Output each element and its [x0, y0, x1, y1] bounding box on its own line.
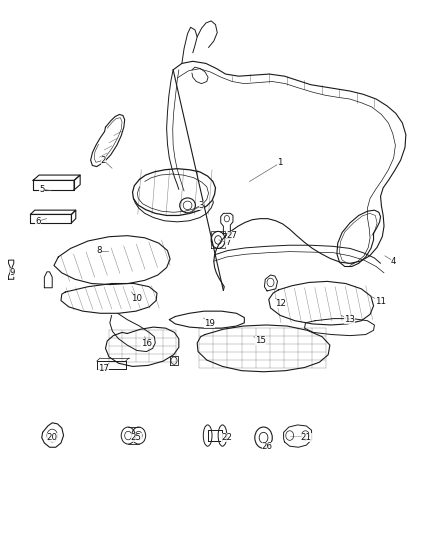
- Text: 8: 8: [96, 246, 102, 255]
- Text: 7: 7: [225, 238, 230, 247]
- Text: 4: 4: [391, 257, 396, 265]
- Text: 21: 21: [301, 433, 312, 442]
- Text: 3: 3: [199, 201, 204, 210]
- Text: 10: 10: [131, 294, 141, 303]
- Text: 12: 12: [275, 299, 286, 308]
- Text: 17: 17: [98, 364, 109, 373]
- Text: 26: 26: [261, 442, 272, 451]
- Text: 16: 16: [141, 339, 152, 348]
- Text: 27: 27: [226, 231, 237, 240]
- Text: 20: 20: [47, 433, 58, 442]
- Text: 6: 6: [35, 217, 41, 226]
- Text: 11: 11: [375, 296, 386, 305]
- Text: 9: 9: [10, 269, 15, 277]
- Text: 22: 22: [221, 433, 232, 442]
- Text: 5: 5: [39, 185, 45, 194]
- Text: 15: 15: [255, 336, 266, 345]
- Text: 19: 19: [204, 319, 215, 328]
- Text: 1: 1: [277, 158, 283, 167]
- Text: 25: 25: [131, 433, 141, 442]
- Text: 13: 13: [344, 315, 356, 324]
- Text: 2: 2: [101, 156, 106, 165]
